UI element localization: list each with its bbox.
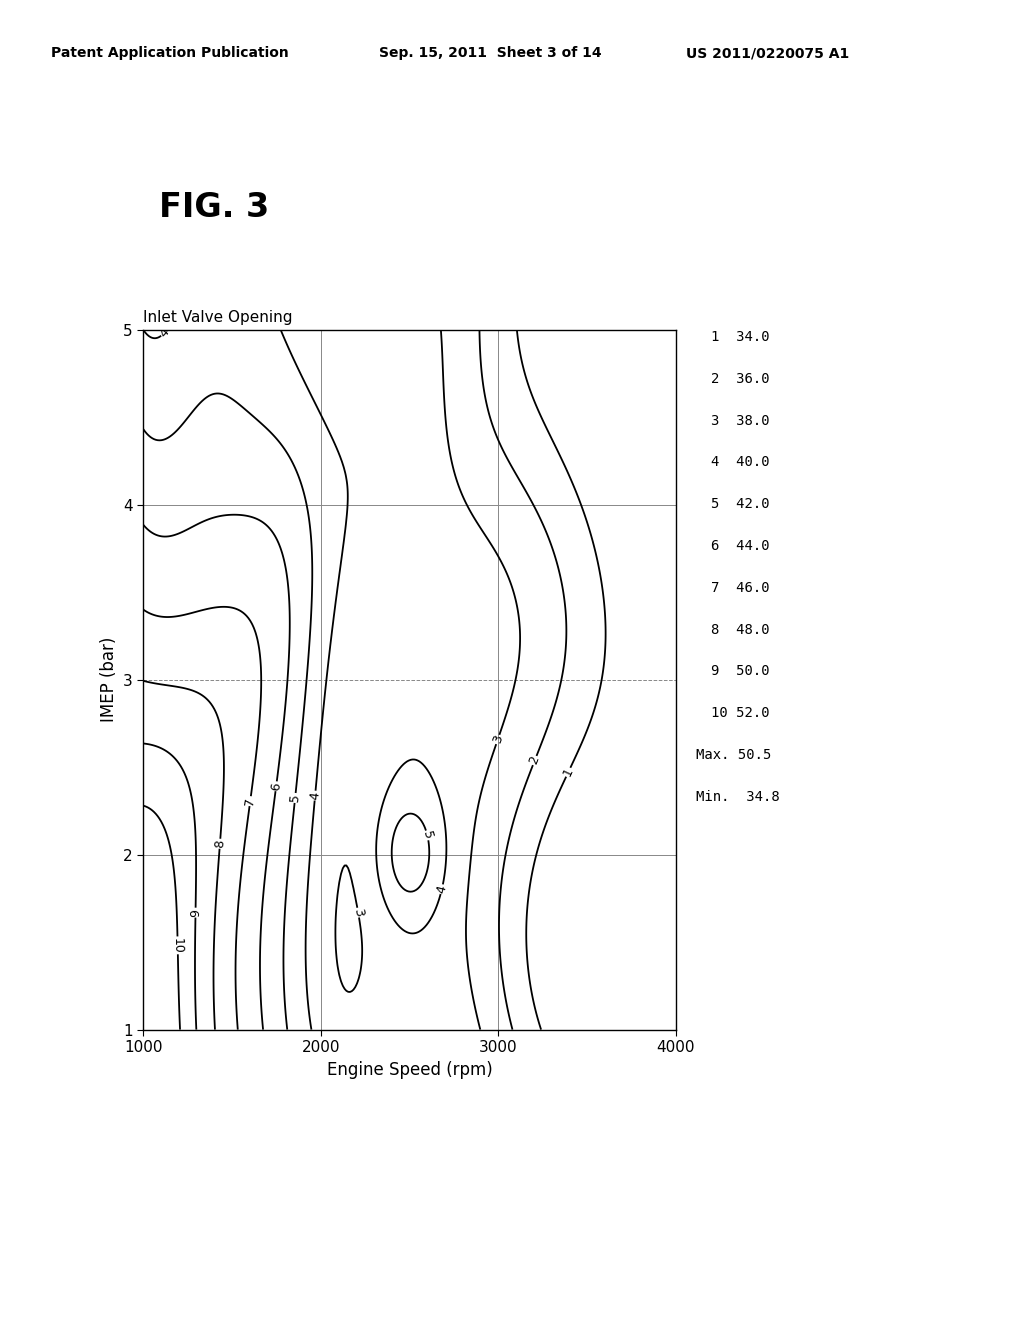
Text: 3: 3 xyxy=(351,908,366,917)
Text: 1  34.0: 1 34.0 xyxy=(711,330,769,345)
Text: 1: 1 xyxy=(561,766,575,779)
Text: Min.  34.8: Min. 34.8 xyxy=(696,789,780,804)
Text: 9  50.0: 9 50.0 xyxy=(711,664,769,678)
Text: 7  46.0: 7 46.0 xyxy=(711,581,769,595)
Text: 4: 4 xyxy=(434,884,450,895)
Y-axis label: IMEP (bar): IMEP (bar) xyxy=(99,638,118,722)
Text: 6: 6 xyxy=(269,781,283,791)
Text: 4  40.0: 4 40.0 xyxy=(711,455,769,470)
Text: 4: 4 xyxy=(308,791,322,800)
Text: US 2011/0220075 A1: US 2011/0220075 A1 xyxy=(686,46,849,61)
Text: Sep. 15, 2011  Sheet 3 of 14: Sep. 15, 2011 Sheet 3 of 14 xyxy=(379,46,601,61)
Text: 9: 9 xyxy=(189,908,202,916)
Text: FIG. 3: FIG. 3 xyxy=(159,191,269,224)
Text: 5  42.0: 5 42.0 xyxy=(711,498,769,511)
Text: 5: 5 xyxy=(288,793,302,803)
Text: 8: 8 xyxy=(213,840,226,849)
Text: 3: 3 xyxy=(490,734,505,746)
Text: 6  44.0: 6 44.0 xyxy=(711,539,769,553)
Text: 4: 4 xyxy=(158,325,172,339)
Text: 5: 5 xyxy=(420,830,434,841)
Text: Max. 50.5: Max. 50.5 xyxy=(696,748,772,762)
Text: 10 52.0: 10 52.0 xyxy=(711,706,769,721)
Text: 2: 2 xyxy=(527,755,542,767)
Text: 10: 10 xyxy=(171,937,184,953)
Text: 8  48.0: 8 48.0 xyxy=(711,623,769,636)
Text: Patent Application Publication: Patent Application Publication xyxy=(51,46,289,61)
Text: Inlet Valve Opening: Inlet Valve Opening xyxy=(143,310,293,325)
Text: 2  36.0: 2 36.0 xyxy=(711,372,769,385)
Text: 3  38.0: 3 38.0 xyxy=(711,413,769,428)
Text: 7: 7 xyxy=(244,796,257,807)
X-axis label: Engine Speed (rpm): Engine Speed (rpm) xyxy=(327,1060,493,1078)
